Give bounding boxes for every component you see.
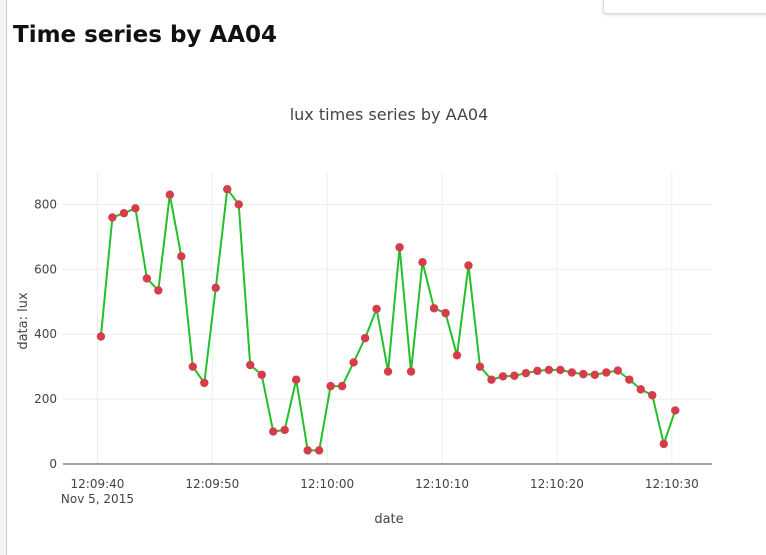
data-point xyxy=(475,362,485,371)
page-title: Time series by AA04 xyxy=(13,22,278,48)
data-point xyxy=(372,304,381,314)
y-axis-ticks: 0 200 400 600 800 xyxy=(34,197,57,471)
data-point xyxy=(579,369,588,379)
y-tick-label: 200 xyxy=(34,392,57,406)
data-point xyxy=(280,425,289,435)
data-point xyxy=(269,427,278,436)
data-point xyxy=(177,252,186,261)
data-point xyxy=(211,283,220,293)
x-tick-label: 12:10:10 xyxy=(415,477,469,491)
data-point xyxy=(659,439,668,449)
x-tick-label: 12:09:40 xyxy=(71,477,125,491)
data-point xyxy=(498,372,508,381)
data-point xyxy=(544,365,554,375)
data-point xyxy=(188,362,197,371)
data-point xyxy=(510,371,519,380)
data-point xyxy=(625,375,634,384)
data-point xyxy=(165,190,175,199)
data-point xyxy=(349,358,358,367)
data-point xyxy=(337,381,347,391)
data-point xyxy=(154,286,163,295)
y-axis-label: data: lux xyxy=(16,292,31,350)
data-point xyxy=(326,381,335,391)
series-line xyxy=(99,188,677,452)
data-point xyxy=(406,367,416,376)
data-point xyxy=(395,243,404,252)
chart-grid xyxy=(63,172,712,464)
x-axis-label: date xyxy=(374,512,403,527)
data-point xyxy=(452,351,462,360)
data-point xyxy=(108,213,117,222)
chart-title: lux times series by AA04 xyxy=(290,105,489,124)
data-point xyxy=(246,360,255,370)
data-point xyxy=(314,446,324,455)
data-point xyxy=(119,209,129,218)
data-point xyxy=(533,366,542,376)
data-point xyxy=(303,446,312,455)
y-tick-label: 400 xyxy=(34,327,57,341)
data-point xyxy=(291,375,301,384)
data-point xyxy=(590,370,600,379)
data-point xyxy=(567,368,577,377)
data-point xyxy=(131,204,140,213)
data-point xyxy=(418,257,427,267)
data-point xyxy=(602,368,611,377)
data-point xyxy=(429,304,439,313)
data-point xyxy=(200,378,209,388)
data-point xyxy=(521,368,531,378)
data-point xyxy=(464,261,473,270)
data-point xyxy=(441,308,450,318)
data-point xyxy=(648,391,657,400)
y-tick-label: 0 xyxy=(49,457,57,471)
data-point xyxy=(383,367,393,376)
y-tick-label: 600 xyxy=(34,262,57,276)
data-point xyxy=(223,184,232,194)
y-tick-label: 800 xyxy=(34,197,57,211)
data-point xyxy=(487,375,496,384)
data-point xyxy=(556,365,565,375)
x-tick-label: 12:09:50 xyxy=(185,477,239,491)
x-tick-label: 12:10:30 xyxy=(645,477,699,491)
data-point xyxy=(613,366,623,375)
data-point xyxy=(96,332,106,341)
data-point xyxy=(234,200,243,209)
x-tick-sublabel: Nov 5, 2015 xyxy=(61,492,134,506)
left-window-edge xyxy=(0,0,7,555)
top-panel-edge xyxy=(603,0,766,14)
series-markers xyxy=(96,184,680,455)
x-tick-label: 12:10:20 xyxy=(530,477,584,491)
data-point xyxy=(360,333,370,343)
data-point xyxy=(257,370,266,379)
x-tick-label: 12:10:00 xyxy=(300,477,354,491)
data-point xyxy=(636,385,645,394)
data-point xyxy=(142,274,152,283)
data-point xyxy=(671,406,680,415)
